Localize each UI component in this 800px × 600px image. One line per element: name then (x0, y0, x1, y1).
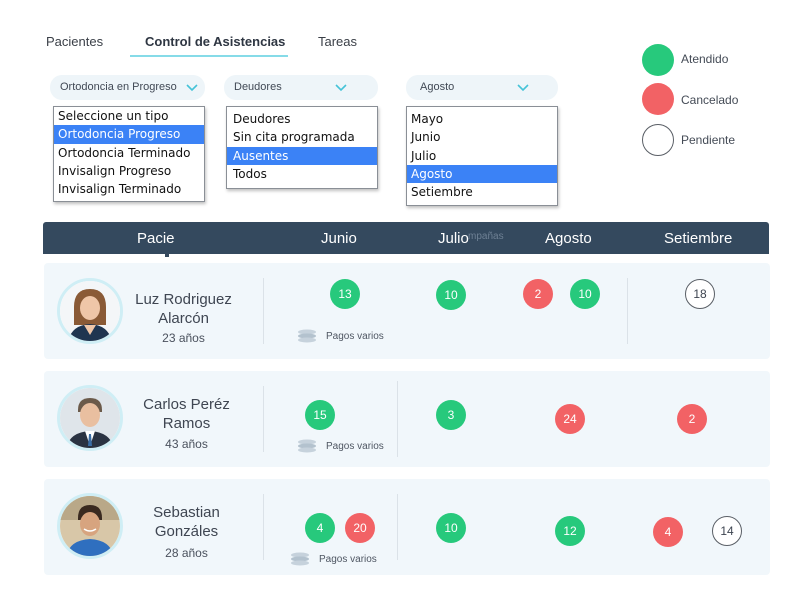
header-patient: Pacie (137, 230, 175, 247)
coins-icon (297, 439, 317, 453)
tab-bar: Pacientes Control de Asistencias Tareas (0, 0, 600, 70)
patient-name: Carlos Peréz Ramos (143, 396, 230, 432)
option-todos[interactable]: Todos (233, 166, 267, 181)
chevron-down-icon (185, 82, 199, 92)
option-ortodoncia-progreso[interactable]: Ortodoncia Progreso (54, 125, 204, 144)
treatment-filter-value: Ortodoncia en Progreso (60, 81, 177, 93)
tab-pacientes[interactable]: Pacientes (46, 34, 104, 49)
attendance-badge[interactable]: 10 (436, 513, 466, 543)
attendance-badge[interactable]: 2 (677, 404, 707, 434)
option-invisalign-progreso[interactable]: Invisalign Progreso (58, 163, 172, 178)
header-overflow-mark (165, 253, 169, 257)
legend-attended-label: Atendido (681, 52, 729, 66)
attendance-badge[interactable]: 14 (712, 516, 742, 546)
legend-pending-label: Pendiente (681, 133, 736, 147)
tab-tareas[interactable]: Tareas (318, 34, 358, 49)
payments-link[interactable]: Pagos varios (319, 554, 377, 565)
column-divider (263, 278, 264, 344)
option-invisalign-terminado[interactable]: Invisalign Terminado (58, 182, 182, 197)
header-agosto: Agosto (545, 230, 592, 247)
attendance-badge[interactable]: 2 (523, 279, 553, 309)
treatment-filter-dropdown[interactable]: Ortodoncia en Progreso (50, 75, 205, 100)
payments-link[interactable]: Pagos varios (326, 441, 384, 452)
status-filter-dropdown[interactable]: Deudores (224, 75, 378, 100)
option-seleccione[interactable]: Seleccione un tipo (58, 109, 169, 123)
month-filter-dropdown[interactable]: Agosto (406, 75, 558, 100)
pending-dot (642, 124, 674, 156)
attendance-badge[interactable]: 20 (345, 513, 375, 543)
header-ghost-text: mpañas (468, 231, 504, 242)
attendance-badge[interactable]: 13 (330, 279, 360, 309)
table-header: Pacie Junio Julio mpañas Agosto Setiembr… (43, 222, 769, 254)
column-divider (397, 494, 398, 560)
legend-cancelled-label: Cancelado (681, 93, 739, 107)
attendance-badge[interactable]: 3 (436, 400, 466, 430)
payments-link[interactable]: Pagos varios (326, 331, 384, 342)
attendance-badge[interactable]: 4 (653, 517, 683, 547)
status-options-list: Deudores Sin cita programada Ausentes To… (226, 106, 378, 189)
patient-age: 23 años (162, 331, 205, 345)
tab-control-asistencias[interactable]: Control de Asistencias (145, 34, 286, 49)
attendance-badge[interactable]: 12 (555, 516, 585, 546)
table-row[interactable]: Sebastian Gonzáles 28 años 4 20 10 12 4 … (44, 479, 770, 575)
column-divider (627, 278, 628, 344)
option-sin-cita[interactable]: Sin cita programada (233, 130, 355, 145)
header-junio: Junio (321, 230, 357, 247)
table-row[interactable]: Carlos Peréz Ramos 43 años 15 3 24 2 Pag… (44, 371, 770, 467)
active-tab-indicator (130, 55, 288, 57)
attendance-badge[interactable]: 10 (436, 280, 466, 310)
attendance-badge[interactable]: 10 (570, 279, 600, 309)
attendance-badge[interactable]: 15 (305, 400, 335, 430)
avatar (57, 278, 123, 344)
patient-name: Sebastian Gonzáles (153, 504, 220, 540)
option-agosto[interactable]: Agosto (407, 164, 557, 184)
attendance-badge[interactable]: 24 (555, 404, 585, 434)
column-divider (263, 386, 264, 452)
chevron-down-icon (516, 82, 530, 92)
option-julio[interactable]: Julio (411, 148, 437, 163)
option-deudores[interactable]: Deudores (233, 112, 291, 126)
patient-age: 28 años (165, 546, 208, 560)
chevron-down-icon (334, 82, 348, 92)
header-julio: Julio (438, 230, 469, 247)
option-junio[interactable]: Junio (411, 130, 441, 145)
option-ausentes[interactable]: Ausentes (227, 146, 377, 165)
column-divider (263, 494, 264, 560)
column-divider (397, 381, 398, 457)
option-setiembre[interactable]: Setiembre (411, 185, 473, 200)
attended-dot (642, 44, 674, 76)
avatar (57, 493, 123, 559)
coins-icon (297, 329, 317, 343)
month-options-list: Mayo Junio Julio Agosto Setiembre (406, 106, 558, 206)
status-legend: Atendido Cancelado Pendiente (640, 42, 780, 162)
patient-age: 43 años (165, 437, 208, 451)
attendance-badge[interactable]: 4 (305, 513, 335, 543)
cancelled-dot (642, 83, 674, 115)
patient-name: Luz Rodriguez Alarcón (135, 291, 232, 327)
coins-icon (290, 552, 310, 566)
attendance-badge[interactable]: 18 (685, 279, 715, 309)
option-ortodoncia-terminado[interactable]: Ortodoncia Terminado (58, 145, 191, 160)
treatment-options-list: Seleccione un tipo Ortodoncia Progreso O… (53, 106, 205, 202)
header-setiembre: Setiembre (664, 230, 733, 247)
month-filter-value: Agosto (420, 81, 455, 93)
option-mayo[interactable]: Mayo (411, 112, 444, 126)
avatar (57, 385, 123, 451)
status-filter-value: Deudores (234, 81, 282, 93)
table-row[interactable]: Luz Rodriguez Alarcón 23 años 13 10 2 10… (44, 263, 770, 359)
